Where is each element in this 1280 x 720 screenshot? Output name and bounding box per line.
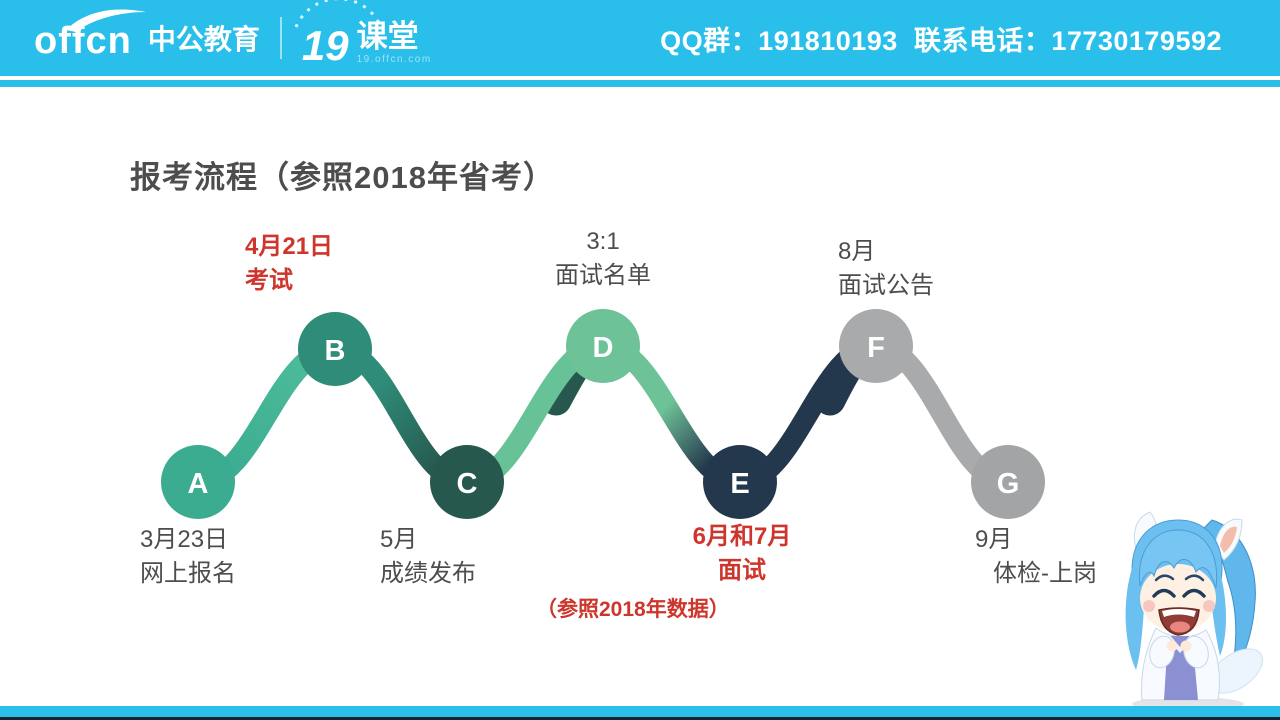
step-letter-c: C (457, 468, 478, 500)
step-node-e (703, 445, 777, 519)
brand-logo: offcn 中公教育 19 课堂 19.offcn.com (34, 0, 432, 70)
header-bar: offcn 中公教育 19 课堂 19.offcn.com QQ群：191810… (0, 0, 1280, 76)
header-stripe-white (0, 76, 1280, 80)
step-letter-g: G (997, 468, 1020, 500)
step-label-b-line1: 4月21日 (245, 233, 334, 260)
step-label-c-line2: 成绩发布 (380, 560, 476, 587)
step-label-c: 5月 成绩发布 (380, 523, 476, 591)
offcn-logo: offcn (34, 9, 146, 62)
ketang-subtext: 19.offcn.com (356, 54, 432, 65)
ketang-19: 19 (301, 22, 349, 70)
step-label-d-line2: 面试名单 (555, 262, 651, 289)
ketang-wordmark: 课堂 (356, 19, 419, 54)
step-letter-e: E (730, 468, 749, 500)
step-node-g (971, 445, 1045, 519)
step-label-e: 6月和7月 面试 (659, 520, 825, 588)
offcn-swoosh-icon (66, 9, 146, 32)
step-label-b-line2: 考试 (245, 267, 293, 294)
step-label-f-line1: 8月 (838, 238, 876, 265)
step-node-c (430, 445, 504, 519)
step-letter-f: F (867, 332, 885, 364)
step-label-b: 4月21日 考试 (245, 230, 333, 298)
zhonggong-wordmark: 中公教育 (147, 24, 260, 55)
step-label-c-line1: 5月 (380, 526, 418, 553)
step-letter-d: D (593, 332, 614, 364)
contact-info: QQ群：191810193 联系电话：17730179592 (660, 25, 1222, 56)
step-label-g-line2: 体检-上岗 (993, 560, 1097, 587)
brand-divider (279, 17, 282, 59)
page-title: 报考流程（参照2018年省考） (130, 159, 555, 195)
footer-bar (0, 706, 1280, 717)
mascot-character (1125, 511, 1263, 711)
header-stripe-cyan (0, 80, 1280, 87)
step-node-a (161, 445, 235, 519)
step-label-a: 3月23日 网上报名 (140, 523, 236, 591)
step-label-a-line1: 3月23日 (140, 526, 229, 553)
step-label-f-line2: 面试公告 (838, 272, 934, 299)
clock-ticks-icon (294, 0, 382, 28)
ketang-logo: 19 课堂 19.offcn.com (294, 0, 432, 70)
footnote: （参照2018年数据） (536, 598, 730, 621)
step-label-e-line2: 面试 (718, 557, 766, 584)
step-label-e-line1: 6月和7月 (692, 523, 792, 550)
step-node-d (566, 309, 640, 383)
step-label-g-line1: 9月 (975, 526, 1013, 553)
step-node-b (298, 312, 372, 386)
step-label-d: 3:1 面试名单 (520, 225, 686, 293)
step-node-f (839, 309, 913, 383)
step-label-d-line1: 3:1 (586, 228, 620, 255)
step-letter-b: B (325, 335, 346, 367)
step-label-f: 8月 面试公告 (838, 235, 934, 303)
step-label-g: 9月 体检-上岗 (975, 523, 1097, 591)
footer-edge (0, 717, 1280, 720)
step-label-a-line2: 网上报名 (140, 560, 236, 587)
step-letter-a: A (188, 468, 209, 500)
offcn-wordmark: offcn (34, 20, 132, 62)
